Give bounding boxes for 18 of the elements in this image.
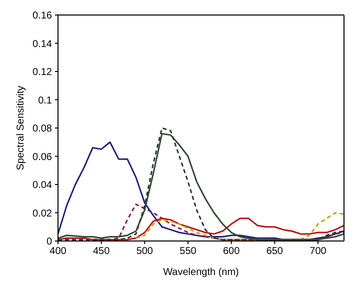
x-tick-label: 500	[136, 246, 154, 258]
y-tick-label: 0.1	[38, 95, 52, 106]
y-tick-label: 0	[46, 236, 52, 248]
x-tick-label: 600	[222, 246, 240, 258]
x-axis-title: Wavelength (nm)	[163, 267, 239, 278]
x-tick-label: 400	[50, 246, 67, 258]
y-tick-label: 0.02	[32, 208, 52, 220]
x-tick-label: 650	[266, 246, 284, 258]
y-tick-label: 0.06	[32, 152, 52, 163]
y-tick-label: 0.16	[32, 10, 52, 22]
y-axis-title: Spectral Sensitivity	[16, 86, 27, 170]
y-tick-label: 0.12	[32, 67, 52, 78]
y-tick-label: 0.14	[32, 38, 52, 50]
x-tick-label: 700	[310, 246, 327, 258]
x-tick-label: 550	[180, 246, 197, 258]
y-tick-label: 0.08	[32, 124, 52, 135]
x-tick-label: 450	[92, 246, 110, 258]
y-tick-label: 0.04	[32, 180, 52, 192]
